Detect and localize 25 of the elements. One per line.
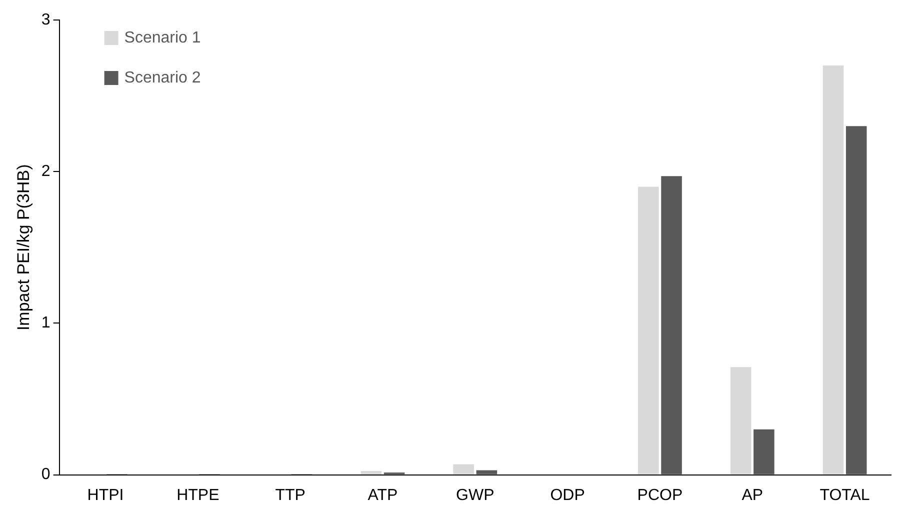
legend-label: Scenario 1 xyxy=(124,29,201,46)
y-tick-label: 0 xyxy=(41,466,50,484)
bar xyxy=(360,471,382,474)
bar xyxy=(453,464,474,474)
y-tick-label: 2 xyxy=(41,163,50,180)
bar xyxy=(730,367,752,474)
x-tick-label: TOTAL xyxy=(820,486,870,504)
bar xyxy=(638,186,659,474)
x-tick-label: GWP xyxy=(456,486,494,504)
x-tick-label: PCOP xyxy=(637,486,683,504)
x-tick-label: HTPI xyxy=(87,486,124,504)
x-tick-label: HTPE xyxy=(176,486,220,504)
y-tick-label: 3 xyxy=(41,11,50,28)
bar xyxy=(661,176,682,474)
y-axis-title: Impact PEI/kg P(3HB) xyxy=(14,164,33,331)
x-tick-label: ODP xyxy=(550,486,585,504)
bar xyxy=(754,429,774,474)
x-tick-label: ATP xyxy=(368,486,398,504)
x-tick-label: TTP xyxy=(275,486,306,504)
legend-label: Scenario 2 xyxy=(124,69,201,86)
bar xyxy=(846,126,867,474)
bar xyxy=(476,470,498,474)
bar xyxy=(822,65,844,474)
x-tick-label: AP xyxy=(742,486,764,504)
y-tick-label: 1 xyxy=(41,314,50,332)
